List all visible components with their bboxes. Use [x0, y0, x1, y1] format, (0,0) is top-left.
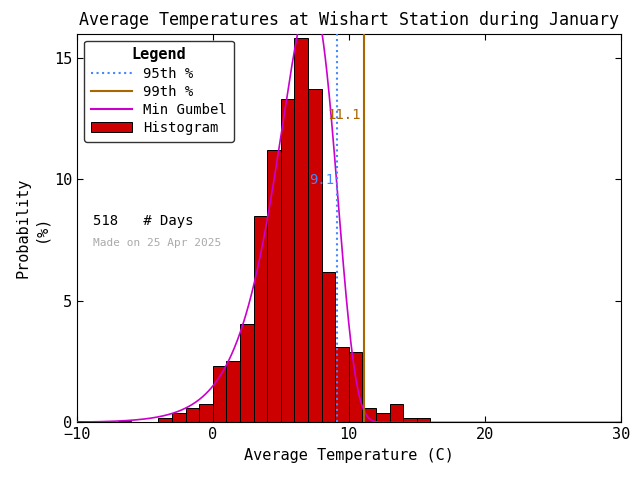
Bar	[253, 216, 268, 422]
Bar	[268, 150, 281, 422]
Bar	[159, 418, 172, 422]
Bar	[281, 99, 294, 422]
Bar	[90, 421, 104, 422]
Bar	[362, 408, 376, 422]
Y-axis label: Probability
(%): Probability (%)	[16, 178, 48, 278]
Bar	[403, 418, 417, 422]
Text: 11.1: 11.1	[328, 108, 361, 121]
Bar	[376, 413, 390, 422]
Bar	[77, 421, 90, 422]
Legend: 95th %, 99th %, Min Gumbel, Histogram: 95th %, 99th %, Min Gumbel, Histogram	[84, 40, 234, 142]
Bar	[227, 361, 240, 422]
Text: 518   # Days: 518 # Days	[93, 215, 194, 228]
Bar	[118, 421, 131, 422]
X-axis label: Average Temperature (C): Average Temperature (C)	[244, 448, 454, 463]
Title: Average Temperatures at Wishart Station during January: Average Temperatures at Wishart Station …	[79, 11, 619, 29]
Text: Made on 25 Apr 2025: Made on 25 Apr 2025	[93, 238, 221, 248]
Bar	[172, 413, 186, 422]
Bar	[349, 352, 362, 422]
Bar	[240, 324, 253, 422]
Bar	[294, 38, 308, 422]
Bar	[335, 348, 349, 422]
Bar	[199, 404, 212, 422]
Text: 9.1: 9.1	[308, 173, 334, 187]
Bar	[322, 272, 335, 422]
Bar	[186, 408, 199, 422]
Bar	[212, 366, 227, 422]
Bar	[390, 404, 403, 422]
Bar	[417, 418, 431, 422]
Bar	[308, 89, 322, 422]
